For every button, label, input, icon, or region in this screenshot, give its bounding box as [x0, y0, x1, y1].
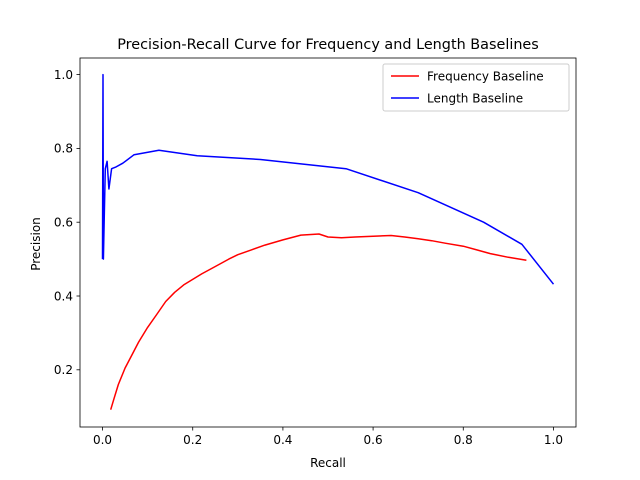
x-tick-label: 0.2: [183, 433, 202, 447]
y-tick-label: 0.4: [54, 289, 73, 303]
x-tick-label: 0.6: [364, 433, 383, 447]
series-line-frequency-baseline: [109, 233, 527, 410]
y-tick-label: 0.2: [54, 363, 73, 377]
y-tick-label: 1.0: [54, 68, 73, 82]
series-line-length-baseline: [101, 73, 555, 285]
y-tick-label: 0.6: [54, 216, 73, 230]
chart-title: Precision-Recall Curve for Frequency and…: [117, 37, 539, 53]
legend-label-length: Length Baseline: [427, 92, 523, 106]
y-axis-label: Precision: [29, 217, 43, 271]
x-tick-label: 0.8: [454, 433, 473, 447]
legend-frame: [382, 63, 570, 112]
legend-label-frequency: Frequency Baseline: [427, 70, 544, 84]
x-tick-label: 0.0: [93, 433, 112, 447]
axes-frame: [79, 57, 577, 428]
y-tick-label: 0.8: [54, 142, 73, 156]
x-tick-label: 1.0: [544, 433, 563, 447]
plot-area: 0.0 0.2 0.4 0.6 0.8 1.0 0.2 0.4 0.6 0.8 1.0: [54, 57, 577, 447]
x-axis-label: Recall: [310, 456, 346, 470]
x-tick-label: 0.4: [273, 433, 292, 447]
legend: Frequency Baseline Length Baseline: [382, 63, 570, 112]
